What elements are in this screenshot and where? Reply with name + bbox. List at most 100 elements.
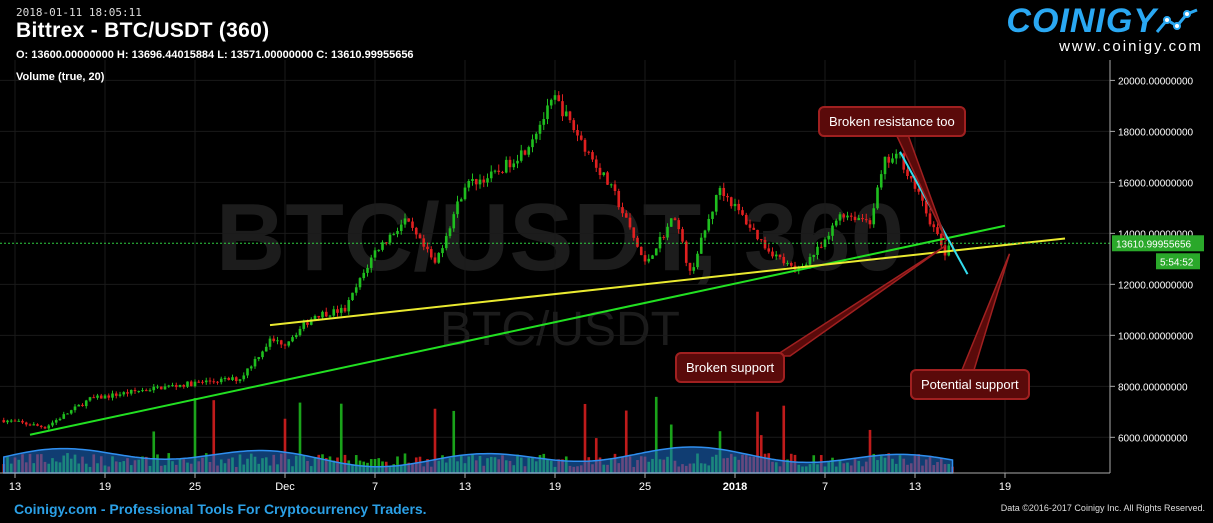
candle-body (703, 230, 707, 238)
candle-countdown-label: 5:54:52 (1160, 257, 1194, 268)
candle-body (722, 187, 726, 197)
candle-body (343, 307, 347, 312)
candle-body (812, 254, 816, 258)
callout-broken-resistance[interactable]: Broken resistance too (818, 106, 966, 137)
candle-body (647, 258, 651, 262)
candle-body (156, 386, 159, 388)
candle-body (107, 395, 111, 398)
candle-body (279, 340, 283, 345)
candle-body (287, 341, 291, 346)
candle-body (309, 319, 313, 325)
candle-body (921, 191, 924, 201)
candle-body (317, 315, 321, 318)
volume-bar (759, 435, 763, 473)
candle-body (459, 199, 463, 202)
candle-body (407, 218, 411, 222)
candle-body (167, 385, 171, 387)
candle-body (669, 218, 673, 227)
volume-bar (354, 455, 358, 473)
candle-body (883, 156, 887, 175)
candle-body (129, 389, 133, 394)
candle-body (306, 322, 309, 325)
trend-line-icon (1155, 8, 1198, 33)
y-tick-label: 10000.00000000 (1118, 331, 1194, 342)
candle-body (358, 278, 362, 288)
callout-broken-support[interactable]: Broken support (675, 352, 786, 383)
candle-body (549, 99, 553, 106)
candle-body (501, 171, 504, 173)
candle-body (624, 213, 628, 218)
candle-body (497, 170, 501, 172)
candle-body (891, 158, 894, 163)
volume-bar (583, 403, 587, 473)
x-tick-label: 13 (459, 481, 471, 493)
candle-body (778, 254, 782, 257)
candle-body (849, 215, 853, 217)
candle-body (321, 311, 324, 318)
volume-bar (212, 400, 216, 473)
candle-body (238, 379, 242, 382)
candle-body (144, 390, 148, 392)
candle-body (426, 246, 429, 250)
watermark-big: BTC/USDT, 360 (216, 184, 904, 291)
volume-average-area (2, 446, 954, 474)
x-tick-label: 25 (639, 481, 651, 493)
trendline[interactable] (29, 224, 1006, 436)
candle-body (666, 226, 669, 238)
candle-body (594, 159, 598, 168)
candle-body (441, 248, 444, 254)
candle-body (733, 203, 737, 207)
y-tick-label: 20000.00000000 (1118, 76, 1194, 87)
logo-url: www.coinigy.com (1059, 38, 1203, 55)
volume-bar (624, 410, 628, 473)
candle-body (17, 420, 21, 422)
candle-body (148, 390, 152, 392)
y-tick-label: 12000.00000000 (1118, 280, 1194, 291)
footer-tagline[interactable]: Coinigy.com - Professional Tools For Cry… (14, 501, 427, 517)
candle-body (714, 195, 718, 212)
candle-body (51, 422, 54, 426)
candle-body (834, 220, 838, 226)
candle-body (234, 377, 238, 382)
candle-body (366, 267, 369, 273)
candle-body (681, 229, 684, 242)
candle-body (81, 404, 84, 407)
candle-body (887, 156, 891, 163)
candle-body (204, 380, 208, 383)
candle-body (662, 236, 666, 238)
candle-body (152, 386, 156, 391)
volume-bar (396, 456, 399, 473)
x-tick-label: 19 (999, 481, 1011, 493)
candle-body (189, 381, 193, 387)
candle-body (178, 385, 182, 387)
candle-body (88, 397, 92, 401)
candle-body (606, 172, 609, 185)
callout-potential-support[interactable]: Potential support (910, 369, 1030, 400)
candle-body (936, 227, 939, 235)
candle-body (831, 225, 834, 236)
coinigy-logo[interactable]: COINIGY www.coinigy.com (1006, 2, 1203, 55)
candle-body (452, 214, 456, 229)
x-tick-label: 25 (189, 481, 201, 493)
candle-body (182, 385, 186, 387)
candle-body (782, 256, 786, 264)
candle-body (542, 119, 546, 125)
candle-body (354, 287, 358, 293)
candle-body (579, 135, 583, 140)
candle-body (699, 237, 703, 254)
candle-body (47, 425, 51, 429)
trendline[interactable] (269, 237, 1066, 327)
candle-body (909, 175, 913, 179)
candle-body (69, 410, 73, 414)
candle-body (924, 200, 928, 214)
candle-body (392, 234, 396, 236)
candle-body (118, 394, 122, 396)
x-tick-label: 2018 (723, 481, 747, 493)
candle-body (283, 344, 287, 346)
candle-body (876, 187, 879, 209)
candle-body (561, 101, 564, 117)
volume-indicator-label[interactable]: Volume (true, 20) (16, 71, 105, 83)
candle-body (478, 179, 482, 185)
candle-body (467, 180, 471, 188)
